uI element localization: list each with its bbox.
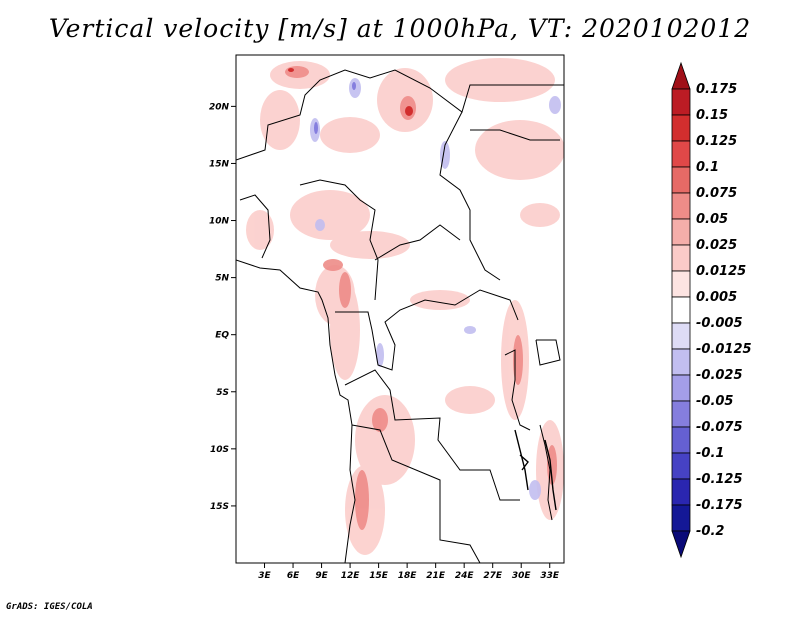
x-tick-label: 6E bbox=[287, 571, 300, 581]
y-tick-label: EQ bbox=[215, 331, 229, 341]
colorbar: 0.175 0.15 0.125 0.1 0.075 0.05 0.025 0.0125 0.0… bbox=[671, 61, 752, 559]
x-tick-label: 15E bbox=[369, 571, 389, 581]
y-tick-label: 20N bbox=[209, 102, 230, 112]
colorbar-swatch bbox=[671, 374, 691, 402]
y-tick-label: 15N bbox=[209, 159, 230, 169]
y-tick-label: 10N bbox=[209, 217, 230, 227]
map-borders bbox=[236, 69, 564, 563]
colorbar-label: -0.075 bbox=[696, 420, 743, 435]
colorbar-swatch bbox=[671, 504, 691, 532]
colorbar-swatch bbox=[671, 192, 691, 220]
y-tick-label: 5S bbox=[216, 388, 229, 398]
map-frame bbox=[235, 54, 565, 564]
colorbar-label: 0.075 bbox=[696, 186, 737, 201]
colorbar-swatch bbox=[671, 322, 691, 350]
x-tick-label: 18E bbox=[398, 571, 418, 581]
colorbar-label: -0.0125 bbox=[696, 342, 752, 357]
colorbar-label: -0.175 bbox=[696, 498, 743, 513]
colorbar-swatch bbox=[671, 61, 691, 90]
colorbar-swatch bbox=[671, 478, 691, 506]
colorbar-label: 0.025 bbox=[696, 238, 737, 253]
colorbar-label: 0.175 bbox=[696, 82, 737, 97]
colorbar-swatch bbox=[671, 88, 691, 116]
grads-credit: GrADS: IGES/COLA bbox=[6, 602, 93, 612]
colorbar-swatch bbox=[671, 218, 691, 246]
x-tick-label: 30E bbox=[512, 571, 532, 581]
y-tick-label: 15S bbox=[210, 502, 229, 512]
y-tick-label: 10S bbox=[210, 445, 229, 455]
colorbar-swatch bbox=[671, 400, 691, 428]
colorbar-label: 0.1 bbox=[696, 160, 719, 175]
colorbar-label: 0.125 bbox=[696, 134, 737, 149]
colorbar-swatch bbox=[671, 452, 691, 480]
colorbar-swatch bbox=[671, 244, 691, 272]
colorbar-label: -0.005 bbox=[696, 316, 743, 331]
colorbar-label: 0.15 bbox=[696, 108, 728, 123]
x-tick-label: 3E bbox=[258, 571, 271, 581]
colorbar-label: -0.05 bbox=[696, 394, 733, 409]
colorbar-swatch bbox=[671, 140, 691, 168]
y-axis: 20N 15N 10N 5N EQ 5S 10S 15S bbox=[209, 102, 236, 512]
colorbar-swatch bbox=[671, 530, 691, 559]
colorbar-label: 0.005 bbox=[696, 290, 737, 305]
y-tick-label: 5N bbox=[215, 274, 229, 284]
colorbar-swatch bbox=[671, 348, 691, 376]
colorbar-swatch bbox=[671, 270, 691, 298]
chart-title: Vertical velocity [m/s] at 1000hPa, VT: … bbox=[48, 14, 752, 43]
x-tick-label: 9E bbox=[315, 571, 328, 581]
colorbar-swatch bbox=[671, 166, 691, 194]
x-tick-label: 21E bbox=[426, 571, 446, 581]
x-tick-label: 24E bbox=[455, 571, 475, 581]
colorbar-swatch bbox=[671, 114, 691, 142]
colorbar-label: -0.2 bbox=[696, 524, 724, 539]
colorbar-label: -0.025 bbox=[696, 368, 743, 383]
x-tick-label: 27E bbox=[483, 571, 503, 581]
colorbar-label: -0.1 bbox=[696, 446, 724, 461]
x-axis: 3E 6E 9E 12E 15E 18E 21E 24E 27E 30E 33E bbox=[258, 563, 560, 581]
colorbar-label: -0.125 bbox=[696, 472, 743, 487]
x-tick-label: 33E bbox=[540, 571, 560, 581]
colorbar-label: 0.05 bbox=[696, 212, 728, 227]
colorbar-swatch bbox=[671, 296, 691, 324]
inland-water bbox=[514, 429, 557, 511]
colorbar-label: 0.0125 bbox=[696, 264, 746, 279]
colorbar-swatch bbox=[671, 426, 691, 454]
x-tick-label: 12E bbox=[341, 571, 361, 581]
